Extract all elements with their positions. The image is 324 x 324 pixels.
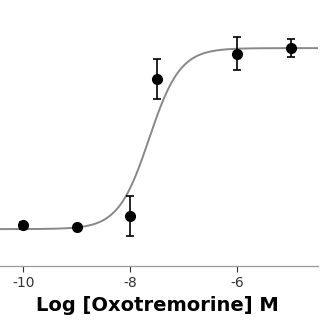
X-axis label: Log [Oxotremorine] M: Log [Oxotremorine] M (36, 296, 279, 315)
